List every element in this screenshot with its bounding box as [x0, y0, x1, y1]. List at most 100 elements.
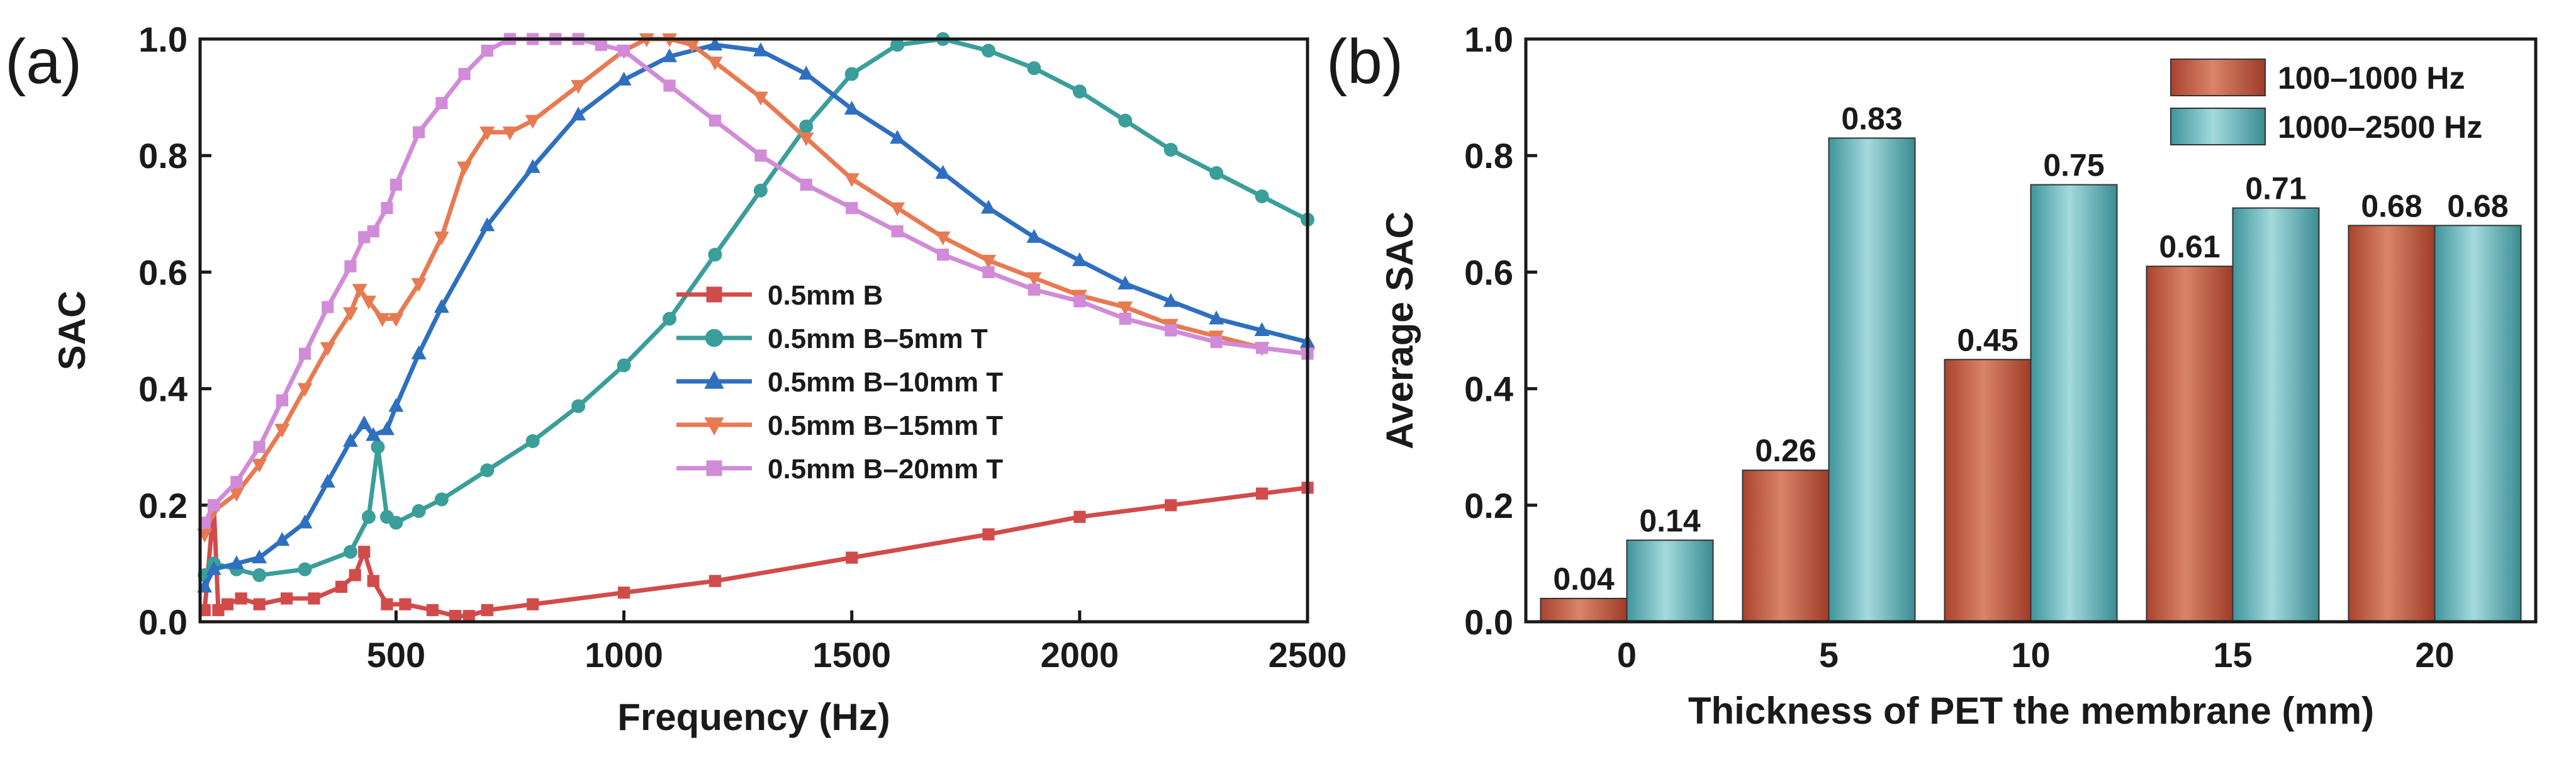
legend-marker — [706, 286, 722, 303]
legend-swatch — [2170, 108, 2266, 145]
legend-label: 100–1000 Hz — [2278, 60, 2465, 96]
data-point — [1117, 301, 1133, 315]
data-point — [891, 225, 904, 238]
data-point — [367, 225, 379, 238]
data-point — [479, 217, 495, 232]
data-point — [707, 57, 723, 71]
panel-a-legend: 0.5mm B 0.5mm B–5mm T 0.5mm B–10mm T 0.5mm … — [676, 280, 1003, 485]
data-point — [1254, 322, 1270, 336]
panel-b-frame — [1524, 37, 2538, 624]
bar-value-label: 0.68 — [2361, 188, 2422, 223]
data-point — [344, 544, 358, 559]
data-point — [343, 307, 359, 322]
data-point — [981, 254, 997, 269]
data-point — [435, 97, 448, 110]
data-point — [388, 398, 404, 412]
data-point — [481, 44, 493, 57]
data-point — [281, 592, 293, 605]
data-point — [800, 178, 812, 191]
data-point — [1073, 510, 1086, 523]
bar — [2348, 225, 2436, 622]
data-point — [844, 67, 859, 81]
x-tick-label: 1500 — [812, 635, 891, 675]
x-tick-label: 20 — [2415, 635, 2454, 675]
panel-b-legend: 100–1000 Hz 1000–2500 Hz — [2170, 59, 2482, 145]
data-point — [352, 284, 367, 298]
bar-value-label: 0.14 — [1639, 503, 1701, 538]
data-point — [389, 178, 403, 191]
data-point — [1026, 272, 1042, 286]
panel-a-series — [197, 32, 1315, 622]
data-point — [206, 561, 221, 575]
data-point — [344, 260, 357, 272]
data-point — [798, 132, 814, 147]
series-line-3 — [202, 37, 1308, 536]
data-point — [412, 504, 426, 519]
bar-value-label: 0.75 — [2043, 148, 2104, 183]
data-point — [1073, 295, 1086, 308]
x-tick-label: 0 — [1617, 635, 1637, 675]
data-point — [844, 173, 860, 188]
data-point — [298, 562, 312, 576]
data-point — [935, 231, 951, 245]
data-point — [1117, 275, 1133, 289]
data-point — [1255, 189, 1269, 204]
data-point — [297, 514, 313, 529]
y-tick-label: 0.2 — [1464, 486, 1513, 525]
data-point — [753, 91, 768, 106]
data-point — [457, 161, 473, 176]
bar-value-label: 0.68 — [2447, 188, 2508, 223]
data-point — [322, 301, 334, 313]
data-point — [335, 580, 348, 593]
data-point — [571, 80, 586, 94]
panel-a-label: (a) — [5, 26, 82, 97]
data-point — [1028, 283, 1041, 296]
data-point — [434, 231, 449, 245]
data-point — [480, 463, 495, 478]
data-point — [662, 48, 678, 62]
data-point — [274, 532, 290, 546]
panel-a-xlabel: Frequency (Hz) — [617, 696, 890, 738]
data-point — [708, 247, 722, 262]
data-point — [708, 115, 722, 127]
data-point — [252, 549, 267, 564]
legend-marker — [705, 329, 724, 347]
data-point — [343, 432, 359, 447]
panel-b-axes: 0 5 10 15 20 0.0 0.2 0.4 0.6 0.8 1.0 — [1464, 20, 2455, 675]
data-point — [617, 358, 631, 373]
y-tick-label: 0.0 — [1464, 602, 1513, 642]
data-point — [479, 126, 495, 141]
data-point — [846, 551, 858, 564]
legend-label: 0.5mm B–20mm T — [768, 454, 1003, 485]
bar — [2146, 266, 2234, 622]
data-point — [297, 383, 313, 397]
data-point — [212, 604, 225, 617]
data-point — [1163, 142, 1178, 157]
data-point — [230, 476, 243, 488]
bar — [2030, 184, 2118, 622]
x-tick-label: 2500 — [1268, 635, 1347, 675]
data-point — [616, 71, 632, 86]
data-point — [349, 569, 361, 581]
data-point — [434, 298, 449, 313]
bar-value-label: 0.71 — [2245, 171, 2306, 206]
data-point — [413, 126, 425, 138]
y-tick-label: 0.4 — [138, 369, 188, 409]
y-tick-label: 0.4 — [1464, 369, 1513, 409]
data-point — [707, 37, 723, 51]
data-point — [426, 604, 439, 617]
data-point — [663, 312, 677, 326]
data-point — [379, 421, 395, 435]
data-point — [320, 342, 335, 356]
y-tick-label: 0.2 — [138, 486, 188, 525]
panel-a-axes: 500 1000 1500 2000 2500 0.0 0.2 0.4 0.6 0.8 1.0 — [138, 20, 1347, 675]
legend-marker — [704, 371, 724, 389]
data-point — [298, 347, 311, 360]
data-point — [1209, 310, 1224, 325]
data-point — [308, 592, 320, 605]
data-point — [1026, 228, 1042, 243]
y-tick-label: 0.6 — [138, 252, 188, 292]
data-point — [1118, 113, 1133, 128]
bar-value-label: 0.83 — [1841, 101, 1902, 136]
data-point — [617, 44, 630, 57]
